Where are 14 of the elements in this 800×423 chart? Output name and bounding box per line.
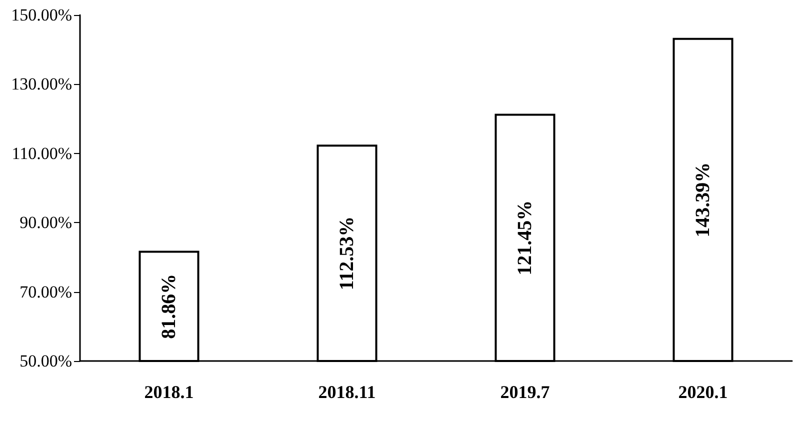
- x-tick-label: 2019.7: [500, 382, 550, 402]
- x-tick-label: 2018.11: [318, 382, 376, 402]
- y-tick-label: 130.00%: [11, 74, 72, 94]
- data-label: 81.86%: [158, 274, 180, 339]
- x-tick-label: 2018.1: [144, 382, 194, 402]
- data-label: 143.39%: [692, 162, 714, 238]
- y-tick-label: 50.00%: [20, 352, 72, 370]
- y-tick-label: 70.00%: [20, 282, 72, 302]
- data-label: 121.45%: [514, 200, 536, 276]
- y-tick-label: 90.00%: [20, 213, 72, 232]
- x-tick-label: 2020.1: [678, 382, 728, 402]
- y-tick-label: 150.00%: [11, 6, 72, 24]
- y-tick-label: 110.00%: [12, 144, 72, 163]
- data-label: 112.53%: [336, 216, 358, 290]
